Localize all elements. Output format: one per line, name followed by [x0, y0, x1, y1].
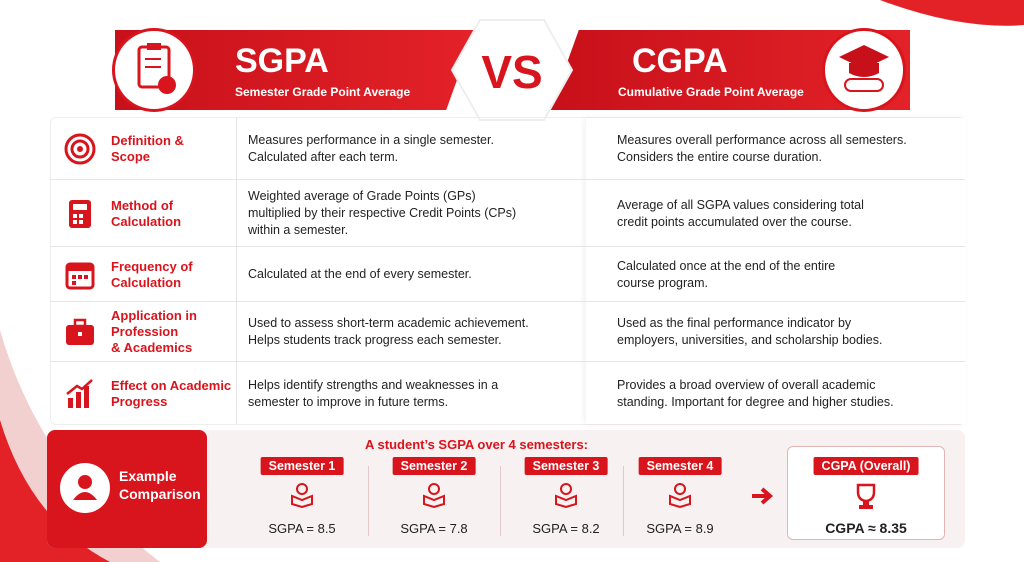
cgpa-text: Used as the final performance indicator …: [617, 315, 882, 349]
row-label: Frequency of Calculation: [111, 259, 193, 291]
separator: [500, 466, 501, 536]
row-label-line: Calculation: [111, 274, 182, 290]
sgpa-text-line: Measures performance in a single semeste…: [248, 132, 494, 147]
cgpa-subtitle: Cumulative Grade Point Average: [618, 85, 804, 99]
sgpa-icon: [112, 28, 196, 112]
cgpa-text-line: credit points accumulated over the cours…: [617, 214, 852, 229]
separator: [368, 466, 369, 536]
sgpa-text-line: Helps students track progress each semes…: [248, 333, 502, 347]
student-icon: [667, 482, 693, 513]
row-label-line: Progress: [111, 393, 168, 409]
row-icon: [64, 378, 96, 415]
cgpa-text-line: course program.: [617, 275, 709, 290]
semester-label: Semester 2: [392, 457, 476, 475]
sgpa-text: Used to assess short-term academic achie…: [248, 315, 529, 349]
row-label-line: Application in: [111, 308, 197, 323]
semester-label: Semester 3: [524, 457, 608, 475]
divider: [236, 118, 237, 424]
result-value: CGPA ≈ 8.35: [825, 520, 907, 536]
sgpa-text-line: Used to assess short-term academic achie…: [248, 316, 529, 330]
row-label: Effect on Academic Progress: [111, 378, 231, 410]
cgpa-text: Calculated once at the end of the entire…: [617, 258, 835, 292]
cgpa-column: [586, 118, 966, 424]
row-label-line: Effect on Academic: [111, 377, 232, 393]
vs-badge: VS: [450, 19, 574, 121]
table-row: Definition & Scope Measures performance in…: [50, 117, 965, 180]
example-title-line: Example: [119, 468, 177, 484]
cgpa-text-line: Considers the entire course duration.: [617, 149, 822, 164]
cgpa-icon: [822, 28, 906, 112]
vs-text: VS: [481, 46, 542, 98]
sgpa-text-line: multiplied by their respective Credit Po…: [248, 206, 517, 220]
row-label: Application in Profession & Academics: [111, 308, 197, 356]
row-icon: [64, 316, 96, 353]
sgpa-text: Measures performance in a single semeste…: [248, 132, 494, 166]
sgpa-text: Weighted average of Grade Points (GPs) mu…: [248, 188, 516, 239]
sgpa-text-line: Helps identify strengths and weaknesses …: [248, 377, 499, 392]
sgpa-text: Calculated at the end of every semester.: [248, 266, 472, 283]
sgpa-text-line: Calculated after each term.: [248, 149, 399, 164]
table-row: Effect on Academic Progress Helps identify…: [50, 362, 965, 425]
trophy-icon: [856, 483, 876, 509]
cgpa-title: CGPA: [632, 42, 728, 80]
example-box: Example Comparison: [47, 430, 207, 548]
example-caption: A student’s SGPA over 4 semesters:: [365, 437, 589, 452]
cgpa-text-line: Average of all SGPA values considering t…: [617, 197, 864, 212]
sgpa-text-line: within a semester.: [248, 223, 349, 237]
semester-value: SGPA = 8.9: [646, 521, 714, 536]
example-title: Example Comparison: [119, 467, 201, 503]
table-row: Method of Calculation Weighted average of …: [50, 180, 965, 247]
semester-value: SGPA = 7.8: [400, 521, 468, 536]
comparison-table: [50, 117, 966, 425]
separator: [623, 466, 624, 536]
row-label-line: & Academics: [111, 340, 193, 355]
sgpa-text-line: Calculated at the end of every semester.: [248, 267, 472, 281]
cgpa-text-line: Measures overall performance across all …: [617, 132, 907, 147]
student-icon: [289, 482, 315, 513]
row-label: Method of Calculation: [111, 198, 181, 230]
table-row: Frequency of Calculation Calculated at the…: [50, 247, 965, 302]
cgpa-text: Measures overall performance across all …: [617, 132, 907, 166]
sgpa-text: Helps identify strengths and weaknesses …: [248, 377, 498, 411]
row-label-line: Calculation: [111, 213, 182, 229]
row-icon: [64, 198, 96, 235]
cgpa-text-line: Calculated once at the end of the entire: [617, 258, 836, 273]
example-title-line: Comparison: [119, 486, 201, 502]
result-label: CGPA (Overall): [813, 457, 919, 475]
arrow: [752, 487, 774, 505]
student-icon: [421, 482, 447, 513]
student-icon: [553, 482, 579, 513]
cgpa-text: Average of all SGPA values considering t…: [617, 197, 864, 231]
table-row: Application in Profession & Academics Used …: [50, 302, 965, 362]
row-label-line: Frequency of: [111, 258, 193, 274]
row-label-line: Method of: [111, 197, 174, 213]
row-label-line: Profession: [111, 324, 179, 339]
row-label: Definition & Scope: [111, 133, 184, 165]
row-icon: [64, 259, 96, 296]
semester-label: Semester 4: [638, 457, 722, 475]
semester-value: SGPA = 8.2: [532, 521, 600, 536]
cgpa-text-line: standing. Important for degree and highe…: [617, 394, 894, 409]
semester-label: Semester 1: [260, 457, 344, 475]
sgpa-title: SGPA: [235, 42, 329, 80]
cgpa-text-line: Provides a broad overview of overall aca…: [617, 377, 876, 392]
cgpa-text: Provides a broad overview of overall aca…: [617, 377, 894, 411]
row-label-line: Definition &: [111, 132, 184, 148]
row-label-line: Scope: [111, 148, 151, 164]
sgpa-text-line: semester to improve in future terms.: [248, 394, 449, 409]
cgpa-text-line: Used as the final performance indicator …: [617, 316, 852, 330]
sgpa-text-line: Weighted average of Grade Points (GPs): [248, 189, 476, 203]
sgpa-subtitle: Semester Grade Point Average: [235, 85, 411, 99]
row-icon: [64, 133, 96, 170]
cgpa-text-line: employers, universities, and scholarship…: [617, 333, 883, 347]
semester-value: SGPA = 8.5: [268, 521, 336, 536]
